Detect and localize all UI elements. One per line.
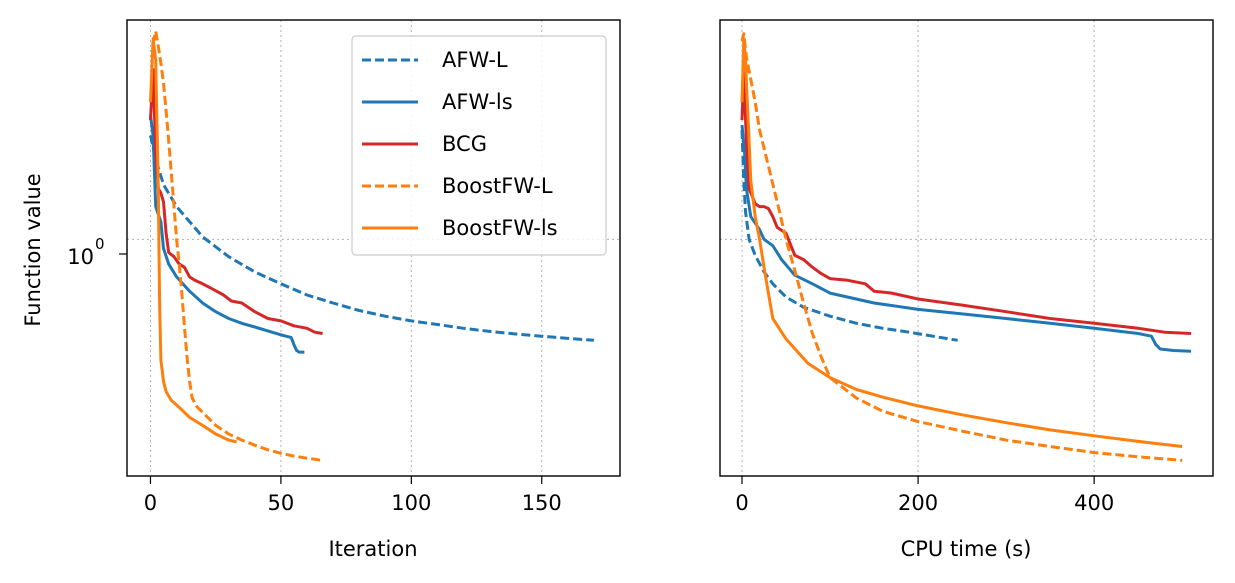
- x-tick-label: 100: [391, 491, 431, 515]
- legend-frame: [351, 35, 607, 256]
- x-tick-label: 200: [898, 491, 938, 515]
- legend: AFW-L AFW-ls BCG BoostFW-L BoostFW-ls: [351, 35, 607, 256]
- legend-label: BoostFW-ls: [442, 216, 558, 240]
- chart-cpu-time: 0 200 400 CPU time (s): [719, 19, 1214, 561]
- y-axis-label: Function value: [21, 173, 45, 326]
- x-axis-label: CPU time (s): [901, 537, 1032, 561]
- x-tick-label: 150: [522, 491, 562, 515]
- x-tick-label: 0: [144, 491, 157, 515]
- x-ticks: 0 50 100 150: [144, 476, 562, 515]
- legend-label: AFW-L: [442, 48, 508, 72]
- legend-label: BoostFW-L: [442, 174, 553, 198]
- series-group: [740, 32, 1192, 462]
- plot-frame: [719, 19, 1214, 477]
- series-line-boostfw-ls: [149, 37, 237, 444]
- y-tick-label-base: 10: [67, 245, 94, 269]
- legend-entries: AFW-L AFW-ls BCG BoostFW-L BoostFW-ls: [362, 48, 558, 240]
- x-tick-label: 400: [1074, 491, 1114, 515]
- legend-label: BCG: [442, 132, 487, 156]
- legend-label: AFW-ls: [442, 90, 513, 114]
- series-line-bcg: [149, 68, 323, 335]
- series-line-boostfw-l: [151, 29, 323, 462]
- x-tick-label: 50: [268, 491, 295, 515]
- y-tick-label-exponent: 0: [95, 235, 105, 253]
- series-line-boostfw-l: [740, 32, 1183, 462]
- series-line-boostfw-ls: [740, 37, 1183, 448]
- series-line-afw-ls: [149, 115, 305, 354]
- x-tick-label: 0: [735, 491, 748, 515]
- series-group: [149, 29, 595, 462]
- series-line-afw-l: [740, 130, 958, 342]
- plot-frame: [126, 19, 621, 477]
- x-axis-label: Iteration: [328, 537, 417, 561]
- series-line-afw-l: [149, 135, 595, 342]
- x-ticks: 0 200 400: [735, 476, 1114, 515]
- chart-iteration: 0 50 100 150 10 0 Iteration Function value …: [21, 19, 621, 561]
- y-ticks: 10 0: [67, 235, 127, 269]
